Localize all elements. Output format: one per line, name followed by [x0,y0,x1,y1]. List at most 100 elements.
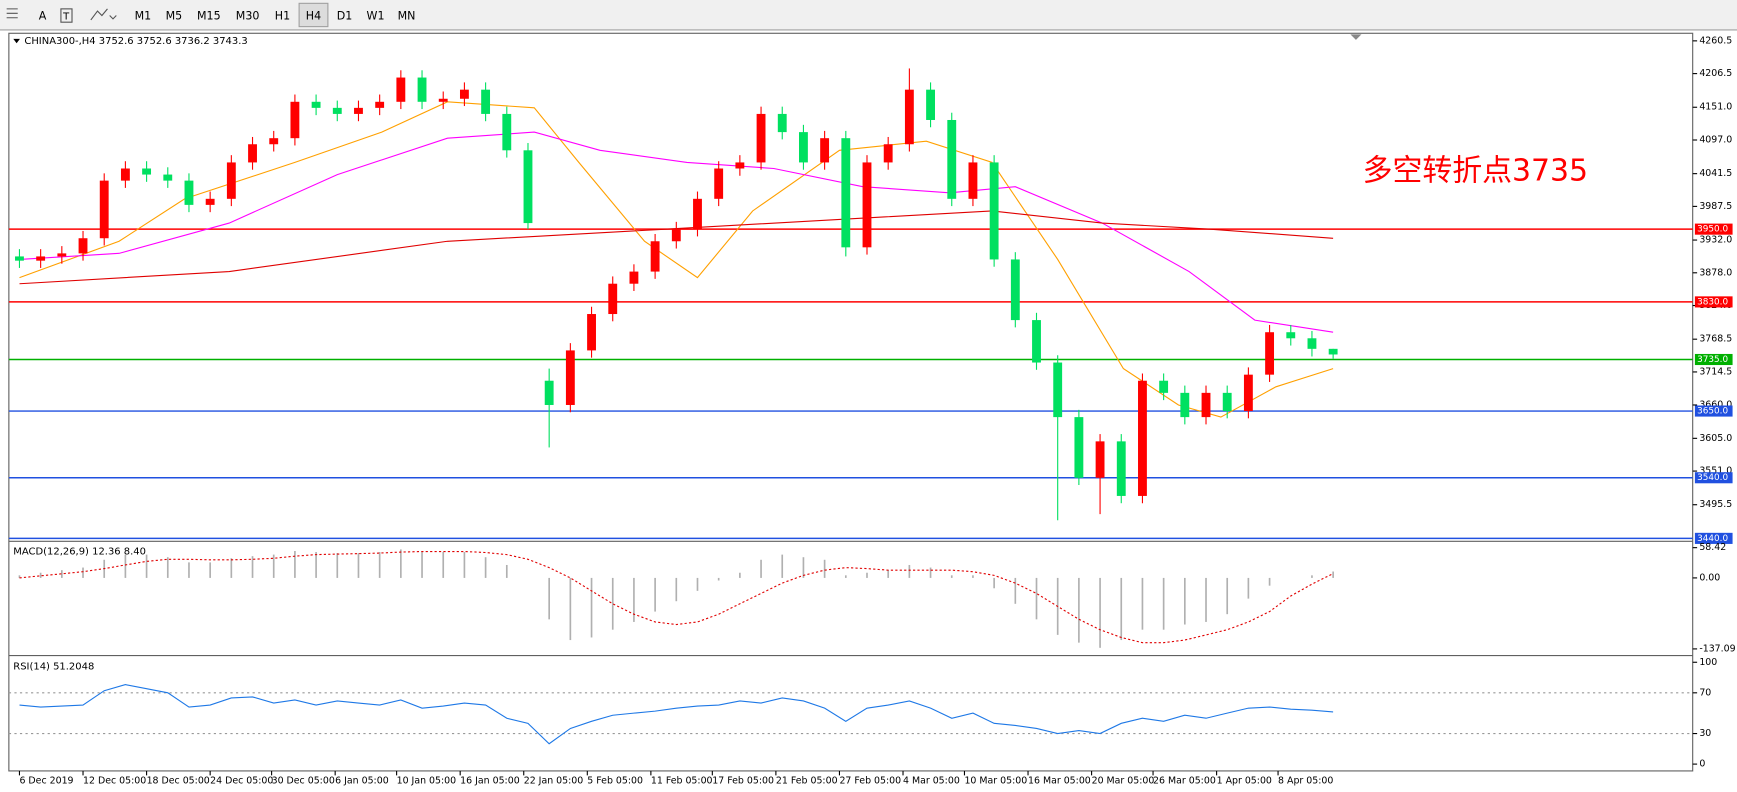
y-tick-label: 4260.5 [1699,35,1732,46]
candle-body [417,77,427,102]
candle-body [481,89,491,114]
timeframe-button[interactable]: M1 [135,10,152,23]
y-tick-label: 3495.5 [1699,499,1732,510]
x-tick-label: 5 Feb 05:00 [587,775,643,786]
candle-body [290,101,300,139]
y-tick-label: 3714.5 [1699,366,1732,377]
candle-body [989,162,999,260]
candle-body [15,256,24,261]
x-tick-label: 18 Dec 05:00 [147,775,210,786]
candle-body [396,77,406,102]
level-label: 3540.0 [1697,473,1728,483]
candle-body [629,271,639,284]
candle-body [523,150,533,224]
x-tick-label: 22 Jan 05:00 [524,775,584,786]
candle-body [57,253,67,257]
candle-body [1307,338,1317,349]
candle-body [1138,380,1147,496]
candle-body [1053,362,1063,418]
candle-body [354,107,363,114]
candle-body [502,113,512,151]
x-tick-label: 6 Dec 2019 [19,775,73,786]
y-tick-label: 3768.5 [1699,334,1732,345]
candle-body [78,238,88,254]
candle-body [99,180,109,239]
candle-body [947,119,957,199]
menu-icon [6,8,18,19]
chart-title: CHINA300-,H4 3752.6 3752.6 3736.2 3743.3 [24,36,247,47]
candle-body [756,113,766,163]
candle-body [375,101,385,108]
x-tick-label: 17 Feb 05:00 [712,775,774,786]
y-tick-label: 100 [1699,657,1717,668]
x-tick-label: 24 Dec 05:00 [210,775,273,786]
candle-body [438,98,448,102]
indicator-title: RSI(14) 51.2048 [13,662,94,673]
level-label: 3735.0 [1697,355,1728,365]
y-tick-label: 58.42 [1699,542,1726,553]
signal-line [19,550,1334,644]
candle-body [608,283,618,315]
dropdown-icon [109,15,117,20]
tool-button[interactable]: T [62,12,70,23]
timeframe-button[interactable]: W1 [367,10,385,23]
x-tick-label: 16 Jan 05:00 [460,775,520,786]
tool-button[interactable]: A [39,10,47,23]
candle-body [332,107,342,114]
level-label: 3950.0 [1697,225,1728,235]
timeframe-button[interactable]: M5 [166,10,183,23]
candle-body [1116,441,1126,496]
candle-body [1222,392,1232,412]
y-tick-label: 30 [1699,728,1711,739]
chart-frame [8,32,1694,772]
shift-marker [1350,34,1362,40]
candle-body [883,144,893,163]
candle-body [1243,374,1253,412]
candle-body [269,138,279,145]
y-tick-label: 4097.0 [1699,134,1732,145]
x-tick-label: 16 Mar 05:00 [1028,775,1091,786]
candle-body [587,314,596,351]
candle-body [1032,320,1041,363]
y-tick-label: 0 [1699,759,1705,770]
candle-body [714,168,724,199]
candle-body [735,162,745,169]
timeframe-button[interactable]: M15 [197,10,221,23]
moving-average [19,131,1334,333]
timeframe-button[interactable]: M30 [236,10,260,23]
level-label: 3440.0 [1697,534,1728,544]
candle-body [142,168,152,175]
candle-body [926,89,935,120]
timeframe-button[interactable]: H4 [306,10,321,23]
moving-average [19,210,1334,285]
candle-body [693,198,702,230]
x-tick-label: 1 Apr 05:00 [1217,775,1272,786]
x-tick-label: 4 Mar 05:00 [903,775,960,786]
candle-body [841,138,851,248]
y-tick-label: 3932.0 [1699,235,1732,246]
candle-body [120,168,130,181]
x-tick-label: 12 Dec 05:00 [83,775,146,786]
level-tag [1694,296,1733,308]
timeframe-button[interactable]: D1 [337,10,353,23]
indicator-title: MACD(12,26,9) 12.36 8.40 [13,546,146,557]
level-label: 3830.0 [1697,297,1728,307]
y-tick-label: 3878.0 [1699,267,1732,278]
timeframe-button[interactable]: MN [398,10,416,23]
candle-body [820,138,830,163]
rsi-line [19,684,1334,745]
timeframe-button[interactable]: H1 [275,10,290,23]
toolbar [0,0,1737,30]
x-tick-label: 30 Dec 05:00 [272,775,335,786]
annotation: 多空转折点3735 [1363,153,1588,188]
symbol-menu[interactable] [13,38,20,44]
level-tag [1694,353,1733,366]
x-tick-label: 20 Mar 05:00 [1092,775,1155,786]
level-tag [1694,472,1733,484]
level-label: 3650.0 [1697,407,1728,417]
x-tick-label: 21 Feb 05:00 [776,775,838,786]
candle-body [904,89,914,145]
candle-body [1074,417,1084,478]
x-tick-label: 27 Feb 05:00 [839,775,901,786]
